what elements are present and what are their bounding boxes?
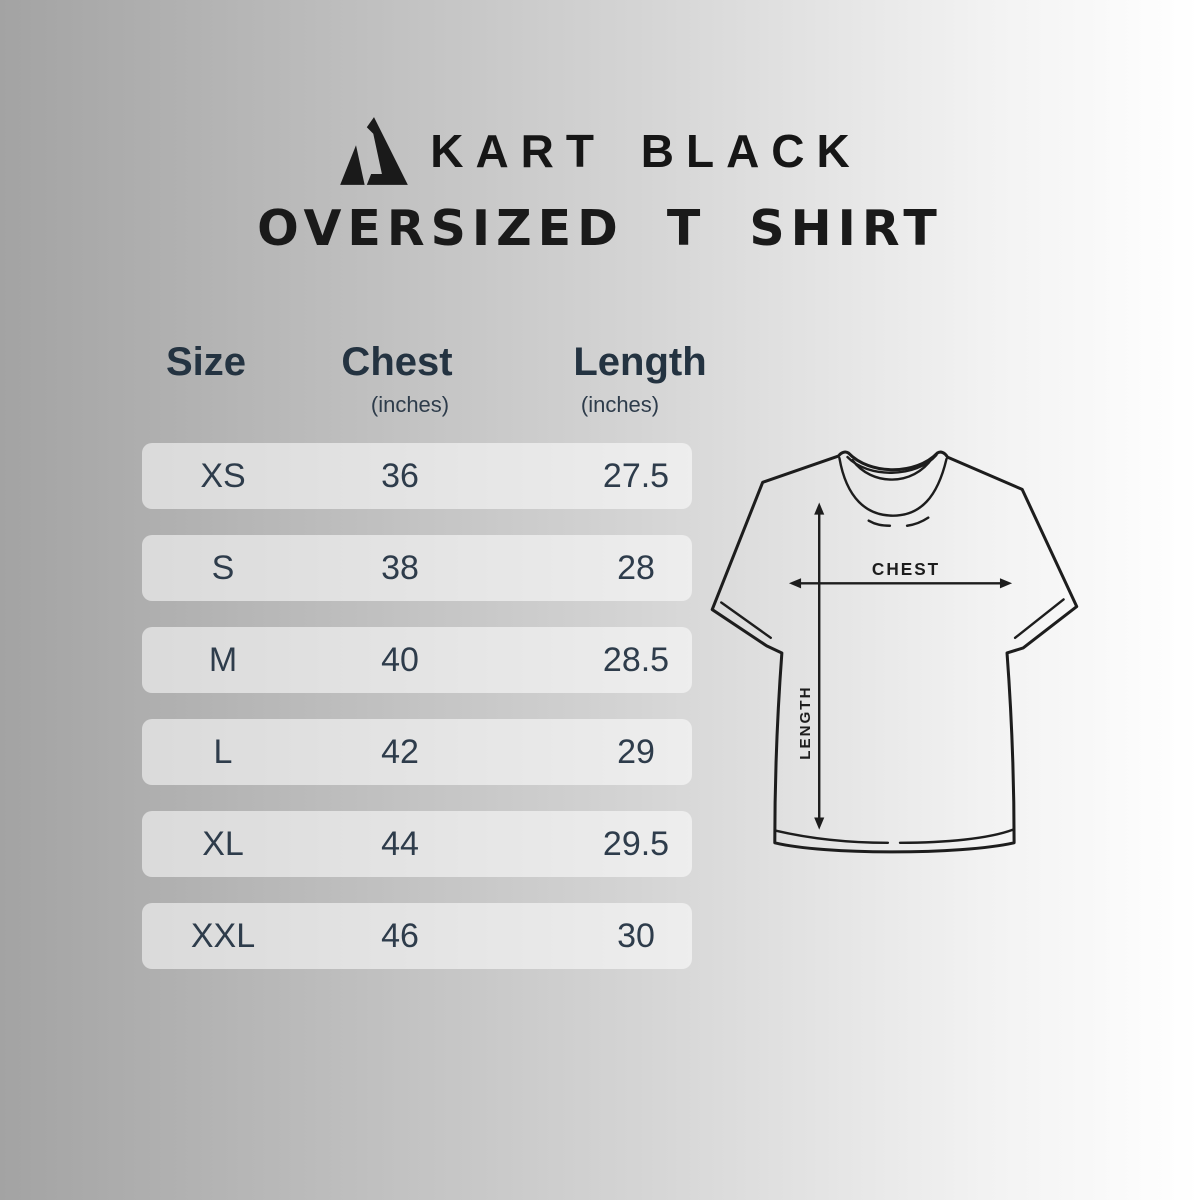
table-row: XXL 46 30 (142, 903, 692, 969)
arrow-head-down-icon (814, 817, 825, 830)
brand-header: KART BLACK (0, 112, 1200, 190)
chest-label: CHEST (872, 559, 940, 579)
table-row: M 40 28.5 (142, 627, 692, 693)
length-value: 30 (617, 917, 655, 955)
column-header-length: Length (573, 340, 707, 384)
table-row: XL 44 29.5 (142, 811, 692, 877)
chest-value: 42 (381, 733, 419, 771)
arrow-head-up-icon (814, 502, 825, 515)
length-value: 27.5 (602, 457, 670, 495)
table-row: XS 36 27.5 (142, 443, 692, 509)
length-label: LENGTH (797, 685, 814, 759)
collar-stitch-dash (867, 516, 930, 527)
chest-value: 36 (381, 457, 419, 495)
chest-value: 38 (381, 549, 419, 587)
table-row: S 38 28 (142, 535, 692, 601)
collar-fold-line (851, 456, 934, 481)
column-header-size: Size (165, 340, 247, 384)
column-unit-chest: (inches) (370, 392, 450, 417)
chest-value: 46 (381, 917, 419, 955)
right-cuff-line (1013, 598, 1065, 640)
length-value: 29.5 (602, 825, 670, 863)
hem-line (774, 828, 1015, 845)
size-value: L (213, 733, 233, 771)
collar-seam-line (838, 456, 948, 517)
brand-name: KART BLACK (430, 125, 862, 177)
size-value: XS (200, 457, 246, 495)
size-value: XXL (190, 917, 256, 955)
size-table: XS 36 27.5 S 38 28 M 40 28.5 L 42 29 XL … (142, 443, 692, 995)
size-value: S (211, 549, 235, 587)
size-value: XL (202, 825, 244, 863)
length-value: 28 (617, 549, 655, 587)
length-value: 29 (617, 733, 655, 771)
table-row: L 42 29 (142, 719, 692, 785)
left-cuff-line (720, 601, 772, 640)
chest-value: 40 (381, 641, 419, 679)
chest-value: 44 (381, 825, 419, 863)
brand-logo-triangle-icon (340, 117, 409, 185)
arrow-head-right-icon (999, 578, 1013, 589)
length-value: 28.5 (602, 641, 670, 679)
arrow-head-left-icon (788, 578, 802, 589)
product-title: OVERSIZED T SHIRT (257, 200, 943, 257)
column-header-chest: Chest (341, 340, 453, 384)
tshirt-outline (710, 450, 1079, 854)
tshirt-measurement-diagram: CHEST LENGTH (710, 450, 1079, 854)
size-value: M (208, 641, 238, 679)
column-unit-length: (inches) (580, 392, 660, 417)
